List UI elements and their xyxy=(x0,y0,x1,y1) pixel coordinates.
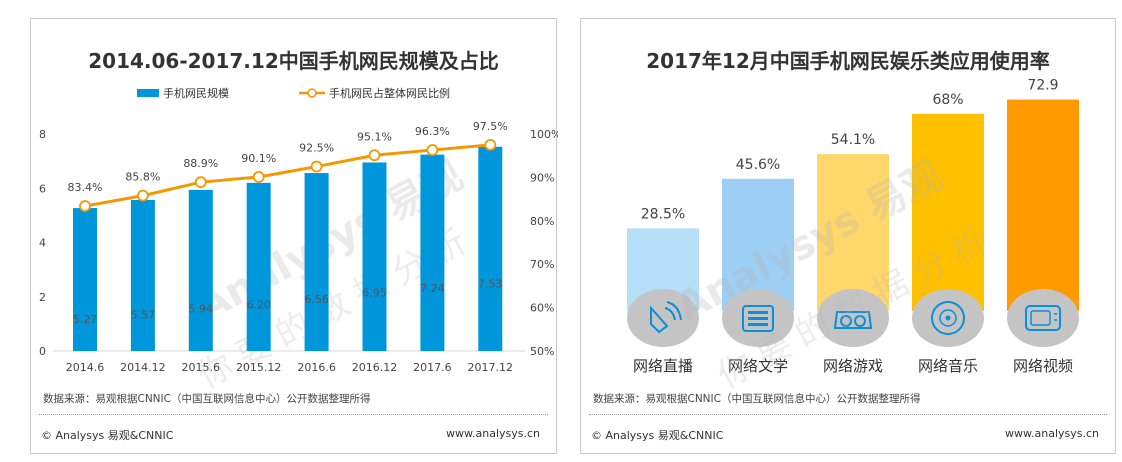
line-value-label: 92.5% xyxy=(299,142,334,155)
x-tick-label: 2015.12 xyxy=(236,361,282,374)
line-point xyxy=(310,160,323,173)
bar-value-label: 6.56 xyxy=(304,293,329,306)
bar-value-label: 68% xyxy=(932,92,963,108)
line-value-label: 85.8% xyxy=(125,171,160,184)
x-tick-label: 2014.6 xyxy=(66,361,105,374)
y-left-tick: 4 xyxy=(39,237,46,250)
bar-value-label: 45.6% xyxy=(736,157,780,173)
bar xyxy=(188,189,213,351)
mobile-users-chart-panel: 2014.06-2017.12中国手机网民规模及占比 Analysys 易观 你… xyxy=(30,18,558,454)
y-right-tick: 90% xyxy=(530,171,554,184)
bar-value-label: 5.94 xyxy=(189,303,214,316)
y-left-tick: 2 xyxy=(39,291,46,304)
video-icon xyxy=(1025,305,1061,331)
divider xyxy=(39,414,548,415)
bar xyxy=(304,173,329,351)
bar-value-label: 5.57 xyxy=(131,308,156,321)
line-point xyxy=(252,171,265,183)
y-left-tick: 8 xyxy=(39,128,46,141)
legend-line-marker xyxy=(307,88,317,98)
live-broadcast-icon xyxy=(650,301,682,334)
website-link[interactable]: www.analysys.cn xyxy=(446,427,540,440)
bar xyxy=(478,146,503,351)
game-icon xyxy=(833,311,873,329)
legend-bar-swatch xyxy=(137,89,159,97)
bar-chart: 28.5% 网络直播 45.6% 网络文学 54.1% 网络游戏 68% 网络音乐 72.9 网络… xyxy=(627,78,1079,375)
entertainment-apps-chart-panel: 2017年12月中国手机网民娱乐类应用使用率 28.5% 网络直播 45.6% 网络文… xyxy=(580,18,1116,454)
bar-value-label: 6.20 xyxy=(246,298,271,311)
line-point xyxy=(79,200,91,212)
data-source: 数据来源：易观根据CNNIC（中国互联网信息中心）公开数据整理所得 xyxy=(593,393,921,405)
y-right-tick: 80% xyxy=(530,215,554,228)
category-label: 网络直播 xyxy=(633,357,693,375)
bar-value-label: 7.53 xyxy=(478,278,503,291)
bar xyxy=(73,208,97,351)
y-right-tick: 50% xyxy=(530,345,554,358)
bar xyxy=(130,199,155,351)
y-right-tick: 60% xyxy=(530,302,554,315)
data-source: 数据来源：易观根据CNNIC（中国互联网信息中心）公开数据整理所得 xyxy=(43,393,371,405)
y-right-tick: 100% xyxy=(530,128,558,141)
line-point xyxy=(426,144,439,156)
chart-title: 2014.06-2017.12中国手机网民规模及占比 xyxy=(88,49,499,73)
x-tick-label: 2016.6 xyxy=(297,361,336,374)
music-icon xyxy=(931,301,965,335)
y-right-tick: 70% xyxy=(530,258,554,271)
bar xyxy=(246,182,271,351)
line-series xyxy=(84,143,491,208)
legend-bar-label: 手机网民规模 xyxy=(163,86,229,100)
line-point xyxy=(368,149,381,162)
bar-value-label: 6.95 xyxy=(362,287,387,300)
bar xyxy=(362,162,387,351)
line-value-label: 83.4% xyxy=(68,181,103,194)
icon-circle xyxy=(627,289,699,347)
x-tick-label: 2017.12 xyxy=(468,361,514,374)
divider xyxy=(589,414,1107,415)
x-tick-label: 2015.6 xyxy=(182,361,221,374)
category-label: 网络游戏 xyxy=(823,357,883,375)
y-left-tick: 0 xyxy=(39,345,46,358)
line-value-label: 97.5% xyxy=(473,120,508,133)
category-label: 网络文学 xyxy=(728,357,788,375)
icon-circle xyxy=(1007,289,1079,347)
line-value-label: 88.9% xyxy=(183,157,218,170)
bar-value-label: 54.1% xyxy=(831,132,875,148)
category-label: 网络音乐 xyxy=(918,357,978,375)
bar xyxy=(420,154,445,351)
literature-icon xyxy=(742,305,774,332)
category-label: 网络视频 xyxy=(1013,357,1073,375)
line-point xyxy=(484,138,497,151)
bar-line-chart: 手机网民规模 手机网民占整体网民比例 0 2 4 6 8 50% 60% 70% 80% 90% 100… xyxy=(39,86,558,374)
x-tick-label: 2016.12 xyxy=(352,361,398,374)
bar-value-label: 28.5% xyxy=(641,206,685,222)
bar-value-label: 5.27 xyxy=(73,313,98,326)
chart-title: 2017年12月中国手机网民娱乐类应用使用率 xyxy=(646,49,1050,73)
bar xyxy=(817,154,889,311)
bar-value-label: 72.9 xyxy=(1027,78,1058,94)
y-left-tick: 6 xyxy=(39,182,46,195)
icon-circle xyxy=(817,289,889,347)
bar xyxy=(722,178,794,311)
legend-line-label: 手机网民占整体网民比例 xyxy=(329,86,450,100)
line-value-label: 96.3% xyxy=(415,125,450,138)
x-tick-label: 2014.12 xyxy=(120,361,166,374)
copyright: © Analysys 易观&CNNIC xyxy=(591,429,724,442)
line-point xyxy=(194,176,207,189)
bar-value-label: 7.24 xyxy=(420,282,445,295)
bar xyxy=(912,113,984,311)
website-link[interactable]: www.analysys.cn xyxy=(1005,427,1099,440)
line-point xyxy=(137,189,149,202)
copyright: © Analysys 易观&CNNIC xyxy=(41,429,174,442)
line-value-label: 90.1% xyxy=(241,152,276,165)
line-value-label: 95.1% xyxy=(357,130,392,143)
bar xyxy=(1007,99,1079,311)
x-tick-label: 2017.6 xyxy=(413,361,452,374)
